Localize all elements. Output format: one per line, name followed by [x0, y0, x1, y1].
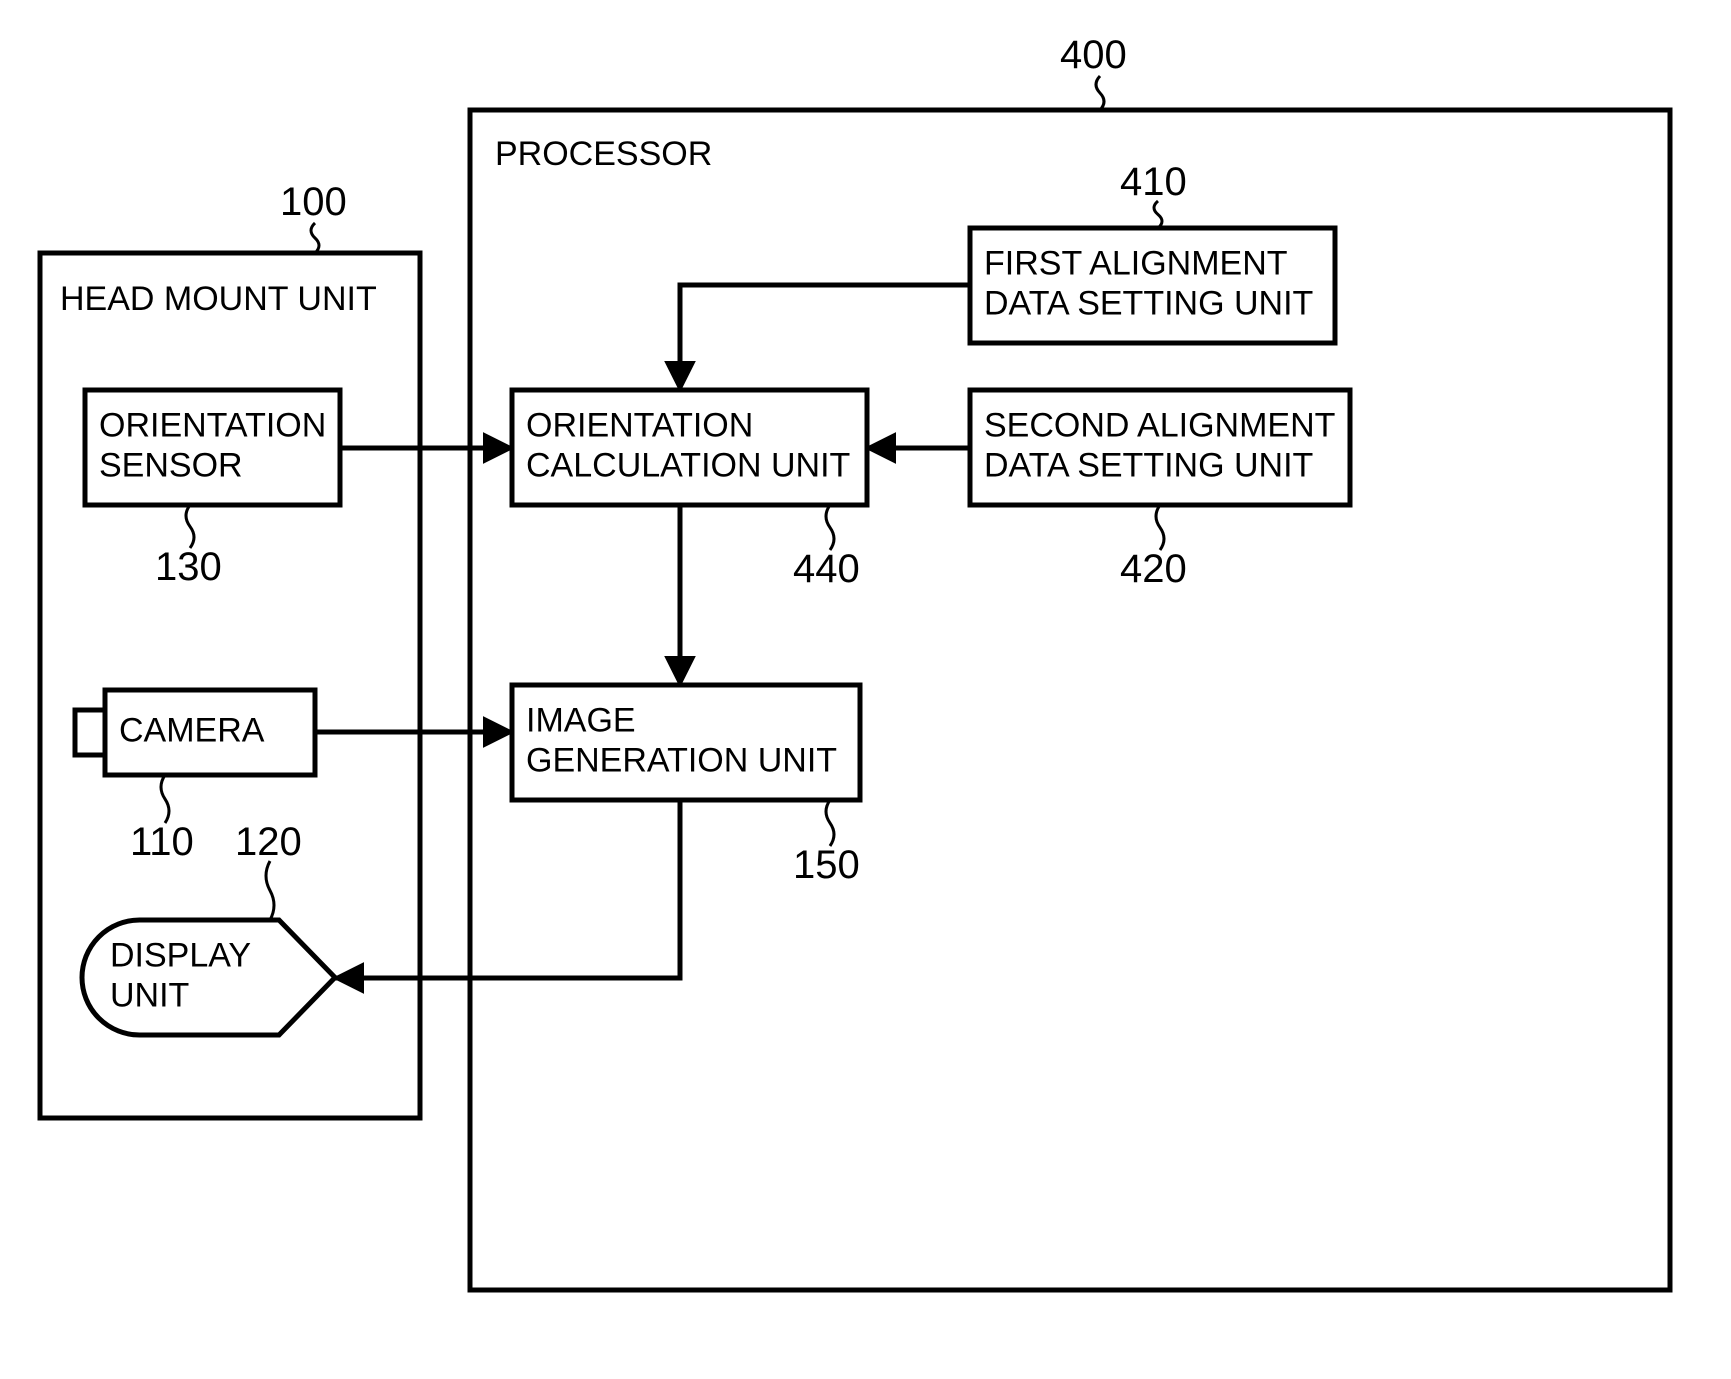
- processor-ref: 400: [1060, 33, 1127, 77]
- processor-container: PROCESSOR 400: [470, 33, 1670, 1290]
- orientation_calc-ref: 440: [793, 547, 860, 591]
- camera-label-line-0: CAMERA: [119, 711, 265, 749]
- processor-label: PROCESSOR: [495, 135, 712, 173]
- image_gen-label-line-1: GENERATION UNIT: [526, 741, 837, 779]
- orientation_sensor-ref: 130: [155, 545, 222, 589]
- edge-image_gen-to-display_unit: [335, 800, 680, 978]
- second_alignment-ref: 420: [1120, 547, 1187, 591]
- orientation_sensor-node: ORIENTATIONSENSOR 130: [85, 390, 340, 589]
- image_gen-ref: 150: [793, 843, 860, 887]
- second_alignment-node: SECOND ALIGNMENTDATA SETTING UNIT 420: [970, 390, 1350, 591]
- camera-ref: 110: [130, 820, 194, 864]
- first_alignment-node: FIRST ALIGNMENTDATA SETTING UNIT 410: [970, 160, 1335, 343]
- second_alignment-label-line-1: DATA SETTING UNIT: [984, 446, 1313, 484]
- display_unit-label-line-0: DISPLAY: [110, 936, 251, 974]
- orientation_sensor-label-line-0: ORIENTATION: [99, 406, 326, 444]
- orientation_sensor-label-line-1: SENSOR: [99, 446, 243, 484]
- image_gen-node: IMAGEGENERATION UNIT 150: [512, 685, 860, 887]
- head_mount_unit-ref: 100: [280, 180, 347, 224]
- edge-first_alignment-to-orientation_calc: [680, 285, 970, 390]
- first_alignment-ref: 410: [1120, 160, 1187, 204]
- first_alignment-label-line-1: DATA SETTING UNIT: [984, 284, 1313, 322]
- orientation_calc-label-line-1: CALCULATION UNIT: [526, 446, 850, 484]
- orientation_calc-label-line-0: ORIENTATION: [526, 406, 753, 444]
- display_unit-label-line-1: UNIT: [110, 976, 189, 1014]
- orientation_calc-node: ORIENTATIONCALCULATION UNIT 440: [512, 390, 867, 591]
- block-diagram: HEAD MOUNT UNIT 100 PROCESSOR 400 ORIENTATIO…: [0, 0, 1731, 1379]
- first_alignment-label-line-0: FIRST ALIGNMENT: [984, 244, 1288, 282]
- display_unit-node: DISPLAYUNIT 120: [82, 820, 335, 1035]
- display_unit-ref: 120: [235, 820, 302, 864]
- head_mount_unit-label: HEAD MOUNT UNIT: [60, 280, 377, 318]
- image_gen-label-line-0: IMAGE: [526, 701, 636, 739]
- second_alignment-label-line-0: SECOND ALIGNMENT: [984, 406, 1335, 444]
